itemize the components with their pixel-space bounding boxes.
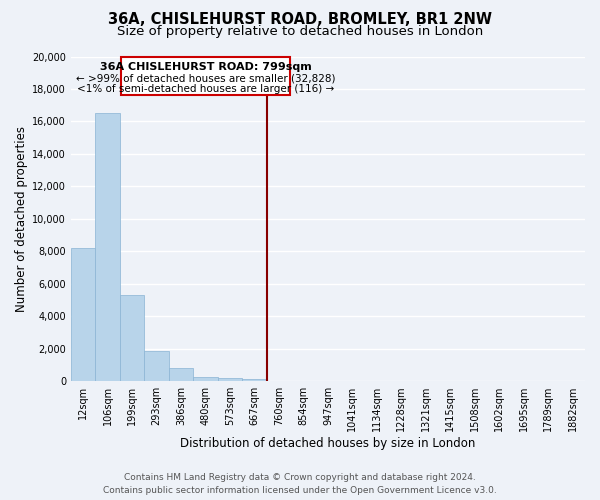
Bar (193, 376, 218, 381)
FancyBboxPatch shape (121, 56, 290, 96)
Y-axis label: Number of detached properties: Number of detached properties (15, 126, 28, 312)
Text: Size of property relative to detached houses in London: Size of property relative to detached ho… (117, 25, 483, 38)
Bar (169, 368, 193, 381)
Bar (218, 378, 242, 381)
Bar (95, 114, 120, 381)
Bar (120, 295, 145, 381)
Bar (145, 351, 169, 381)
Bar (242, 378, 267, 381)
Text: ← >99% of detached houses are smaller (32,828): ← >99% of detached houses are smaller (3… (76, 73, 335, 83)
Bar (71, 248, 95, 381)
Text: <1% of semi-detached houses are larger (116) →: <1% of semi-detached houses are larger (… (77, 84, 334, 94)
Text: 36A, CHISLEHURST ROAD, BROMLEY, BR1 2NW: 36A, CHISLEHURST ROAD, BROMLEY, BR1 2NW (108, 12, 492, 28)
Text: Contains HM Land Registry data © Crown copyright and database right 2024.
Contai: Contains HM Land Registry data © Crown c… (103, 473, 497, 495)
Text: 36A CHISLEHURST ROAD: 799sqm: 36A CHISLEHURST ROAD: 799sqm (100, 62, 311, 72)
X-axis label: Distribution of detached houses by size in London: Distribution of detached houses by size … (180, 437, 476, 450)
